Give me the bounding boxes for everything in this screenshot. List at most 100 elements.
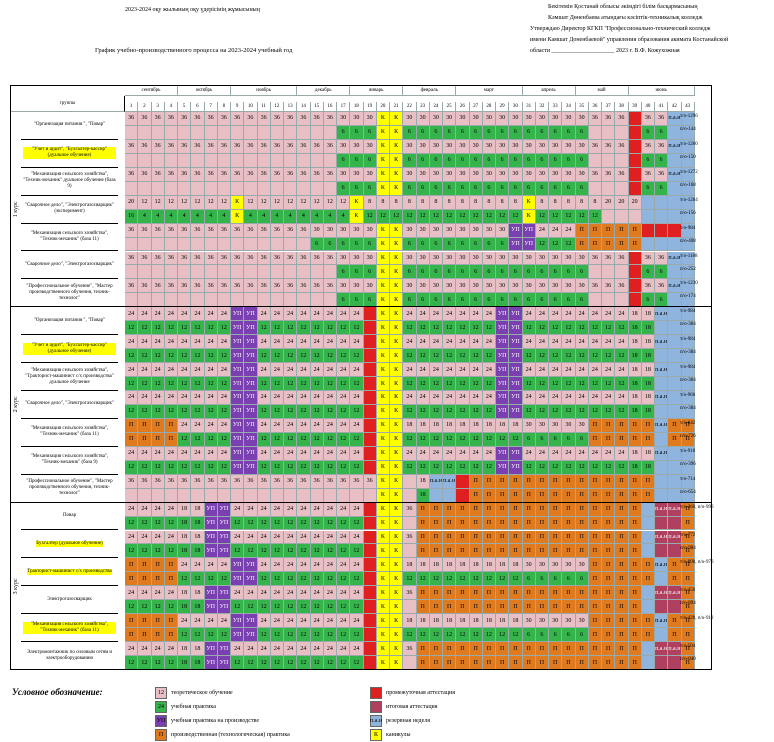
week-cell: 24 bbox=[588, 363, 602, 378]
week-cell bbox=[681, 349, 695, 364]
week-cell: П bbox=[602, 432, 616, 447]
week-cell bbox=[125, 265, 139, 280]
week-cell: 24 bbox=[257, 530, 271, 545]
week-cell: УП bbox=[231, 349, 245, 364]
week-cell: 12 bbox=[204, 404, 218, 419]
week-cell: 6 bbox=[496, 181, 510, 196]
week-cell: П bbox=[138, 628, 152, 643]
week-cell: 24 bbox=[270, 530, 284, 545]
week-cell bbox=[655, 237, 669, 252]
week-cell: 6 bbox=[416, 181, 430, 196]
week-cell: П bbox=[522, 474, 536, 489]
week-cell: 30 bbox=[575, 279, 589, 294]
week-cell: П bbox=[469, 488, 483, 503]
week-cell bbox=[681, 195, 695, 210]
week-cell: П bbox=[429, 530, 443, 545]
week-cell: 12 bbox=[191, 460, 205, 475]
week-cell: 36 bbox=[403, 502, 417, 517]
week-cell: 6 bbox=[482, 237, 496, 252]
week-cell: 24 bbox=[535, 391, 549, 405]
week-cell: УП bbox=[231, 446, 245, 461]
week-cell: 18 bbox=[469, 614, 483, 629]
week-cell bbox=[668, 153, 682, 168]
week-cell: 12 bbox=[549, 321, 563, 336]
week-cell: 12 bbox=[429, 349, 443, 364]
week-cell: 24 bbox=[323, 363, 337, 378]
week-cell: К bbox=[376, 251, 390, 266]
week-cell: 12 bbox=[323, 572, 337, 587]
week-cell: П bbox=[416, 642, 430, 657]
week-cell: П bbox=[416, 600, 430, 615]
week-cell: 12 bbox=[350, 572, 364, 587]
week-cell: 30 bbox=[562, 251, 576, 266]
week-cell: 6 bbox=[350, 125, 364, 140]
week-cell: 36 bbox=[588, 251, 602, 266]
week-cell: 6 bbox=[496, 265, 510, 280]
hours-note: п/о-156 bbox=[680, 210, 696, 216]
week-cell: 36 bbox=[231, 112, 245, 126]
week-cell: 24 bbox=[310, 391, 324, 405]
hours-note: т/о-1272 bbox=[680, 169, 698, 175]
week-cell: П bbox=[164, 628, 178, 643]
week-cell bbox=[628, 139, 642, 154]
week-cell bbox=[615, 153, 629, 168]
week-cell: 24 bbox=[310, 363, 324, 378]
week-cell: 12 bbox=[482, 432, 496, 447]
week-cell: 18 bbox=[178, 586, 192, 601]
week-cell: 8 bbox=[363, 195, 377, 210]
week-cell: 12 bbox=[456, 628, 470, 643]
week-cell: 6 bbox=[535, 432, 549, 447]
week-cell: УП bbox=[244, 349, 258, 364]
week-cell: 24 bbox=[337, 418, 351, 433]
hours-note: т/о-360, п/о-996 bbox=[680, 504, 714, 510]
week-cell: П bbox=[681, 502, 695, 517]
week-cell: 30 bbox=[549, 418, 563, 433]
week-cell: 24 bbox=[125, 446, 139, 461]
week-cell bbox=[257, 237, 271, 252]
week-cell: 24 bbox=[615, 335, 629, 350]
week-cell: УП bbox=[244, 628, 258, 643]
week-cell: 12 bbox=[138, 349, 152, 364]
week-cell: 24 bbox=[217, 335, 231, 350]
week-cell: 6 bbox=[337, 181, 351, 196]
week-cell: П bbox=[535, 642, 549, 657]
week-cell: 6 bbox=[350, 237, 364, 252]
week-cell bbox=[681, 251, 695, 266]
week-cell bbox=[297, 153, 311, 168]
week-cell bbox=[363, 586, 377, 601]
week-cell: 8 bbox=[416, 195, 430, 210]
week-cell: П bbox=[429, 600, 443, 615]
week-cell: П bbox=[562, 586, 576, 601]
week-cell: 18 bbox=[628, 404, 642, 419]
week-cell: 36 bbox=[138, 251, 152, 266]
week-cell: 18 bbox=[191, 600, 205, 615]
week-cell bbox=[681, 474, 695, 489]
week-cell: 24 bbox=[231, 586, 245, 601]
week-number: 42 bbox=[668, 102, 682, 112]
week-cell: 18 bbox=[628, 349, 642, 364]
week-cell: 24 bbox=[125, 363, 139, 378]
week-cell bbox=[668, 446, 682, 461]
week-cell: 12 bbox=[217, 321, 231, 336]
week-cell: П bbox=[668, 572, 682, 587]
week-cell: П bbox=[429, 516, 443, 531]
week-cell bbox=[363, 600, 377, 615]
week-cell: 12 bbox=[284, 349, 298, 364]
week-cell: К bbox=[376, 363, 390, 378]
hours-note: п/о-252 bbox=[680, 266, 696, 272]
week-cell: 12 bbox=[231, 656, 245, 670]
week-cell: П bbox=[602, 474, 616, 489]
week-cell: 24 bbox=[257, 418, 271, 433]
week-cell: 30 bbox=[522, 418, 536, 433]
week-cell: 12 bbox=[138, 656, 152, 670]
group-name: "Организация питания ", "Повар" bbox=[21, 307, 118, 336]
week-cell: П bbox=[588, 474, 602, 489]
week-cell: П bbox=[125, 614, 139, 629]
week-cell: 24 bbox=[217, 391, 231, 405]
week-cell: 36 bbox=[284, 167, 298, 182]
week-cell: 4 bbox=[178, 209, 192, 224]
week-number: 29 bbox=[496, 102, 510, 112]
week-cell bbox=[668, 209, 682, 224]
week-cell: 24 bbox=[178, 363, 192, 378]
week-cell bbox=[641, 195, 655, 210]
